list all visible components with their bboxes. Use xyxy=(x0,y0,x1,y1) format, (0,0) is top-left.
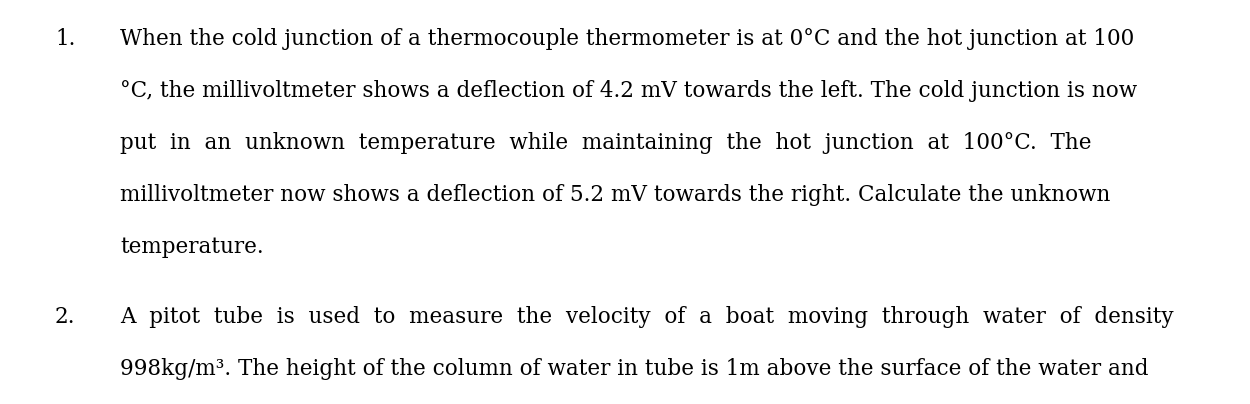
Text: millivoltmeter now shows a deflection of 5.2 mV towards the right. Calculate the: millivoltmeter now shows a deflection of… xyxy=(120,184,1110,206)
Text: 998kg/m³. The height of the column of water in tube is 1m above the surface of t: 998kg/m³. The height of the column of wa… xyxy=(120,358,1149,380)
Text: temperature.: temperature. xyxy=(120,236,264,258)
Text: put  in  an  unknown  temperature  while  maintaining  the  hot  junction  at  1: put in an unknown temperature while main… xyxy=(120,132,1091,154)
Text: When the cold junction of a thermocouple thermometer is at 0°C and the hot junct: When the cold junction of a thermocouple… xyxy=(120,28,1134,50)
Text: 1.: 1. xyxy=(55,28,75,50)
Text: 2.: 2. xyxy=(55,306,75,328)
Text: °C, the millivoltmeter shows a deflection of 4.2 mV towards the left. The cold j: °C, the millivoltmeter shows a deflectio… xyxy=(120,80,1138,102)
Text: A  pitot  tube  is  used  to  measure  the  velocity  of  a  boat  moving  throu: A pitot tube is used to measure the velo… xyxy=(120,306,1174,328)
